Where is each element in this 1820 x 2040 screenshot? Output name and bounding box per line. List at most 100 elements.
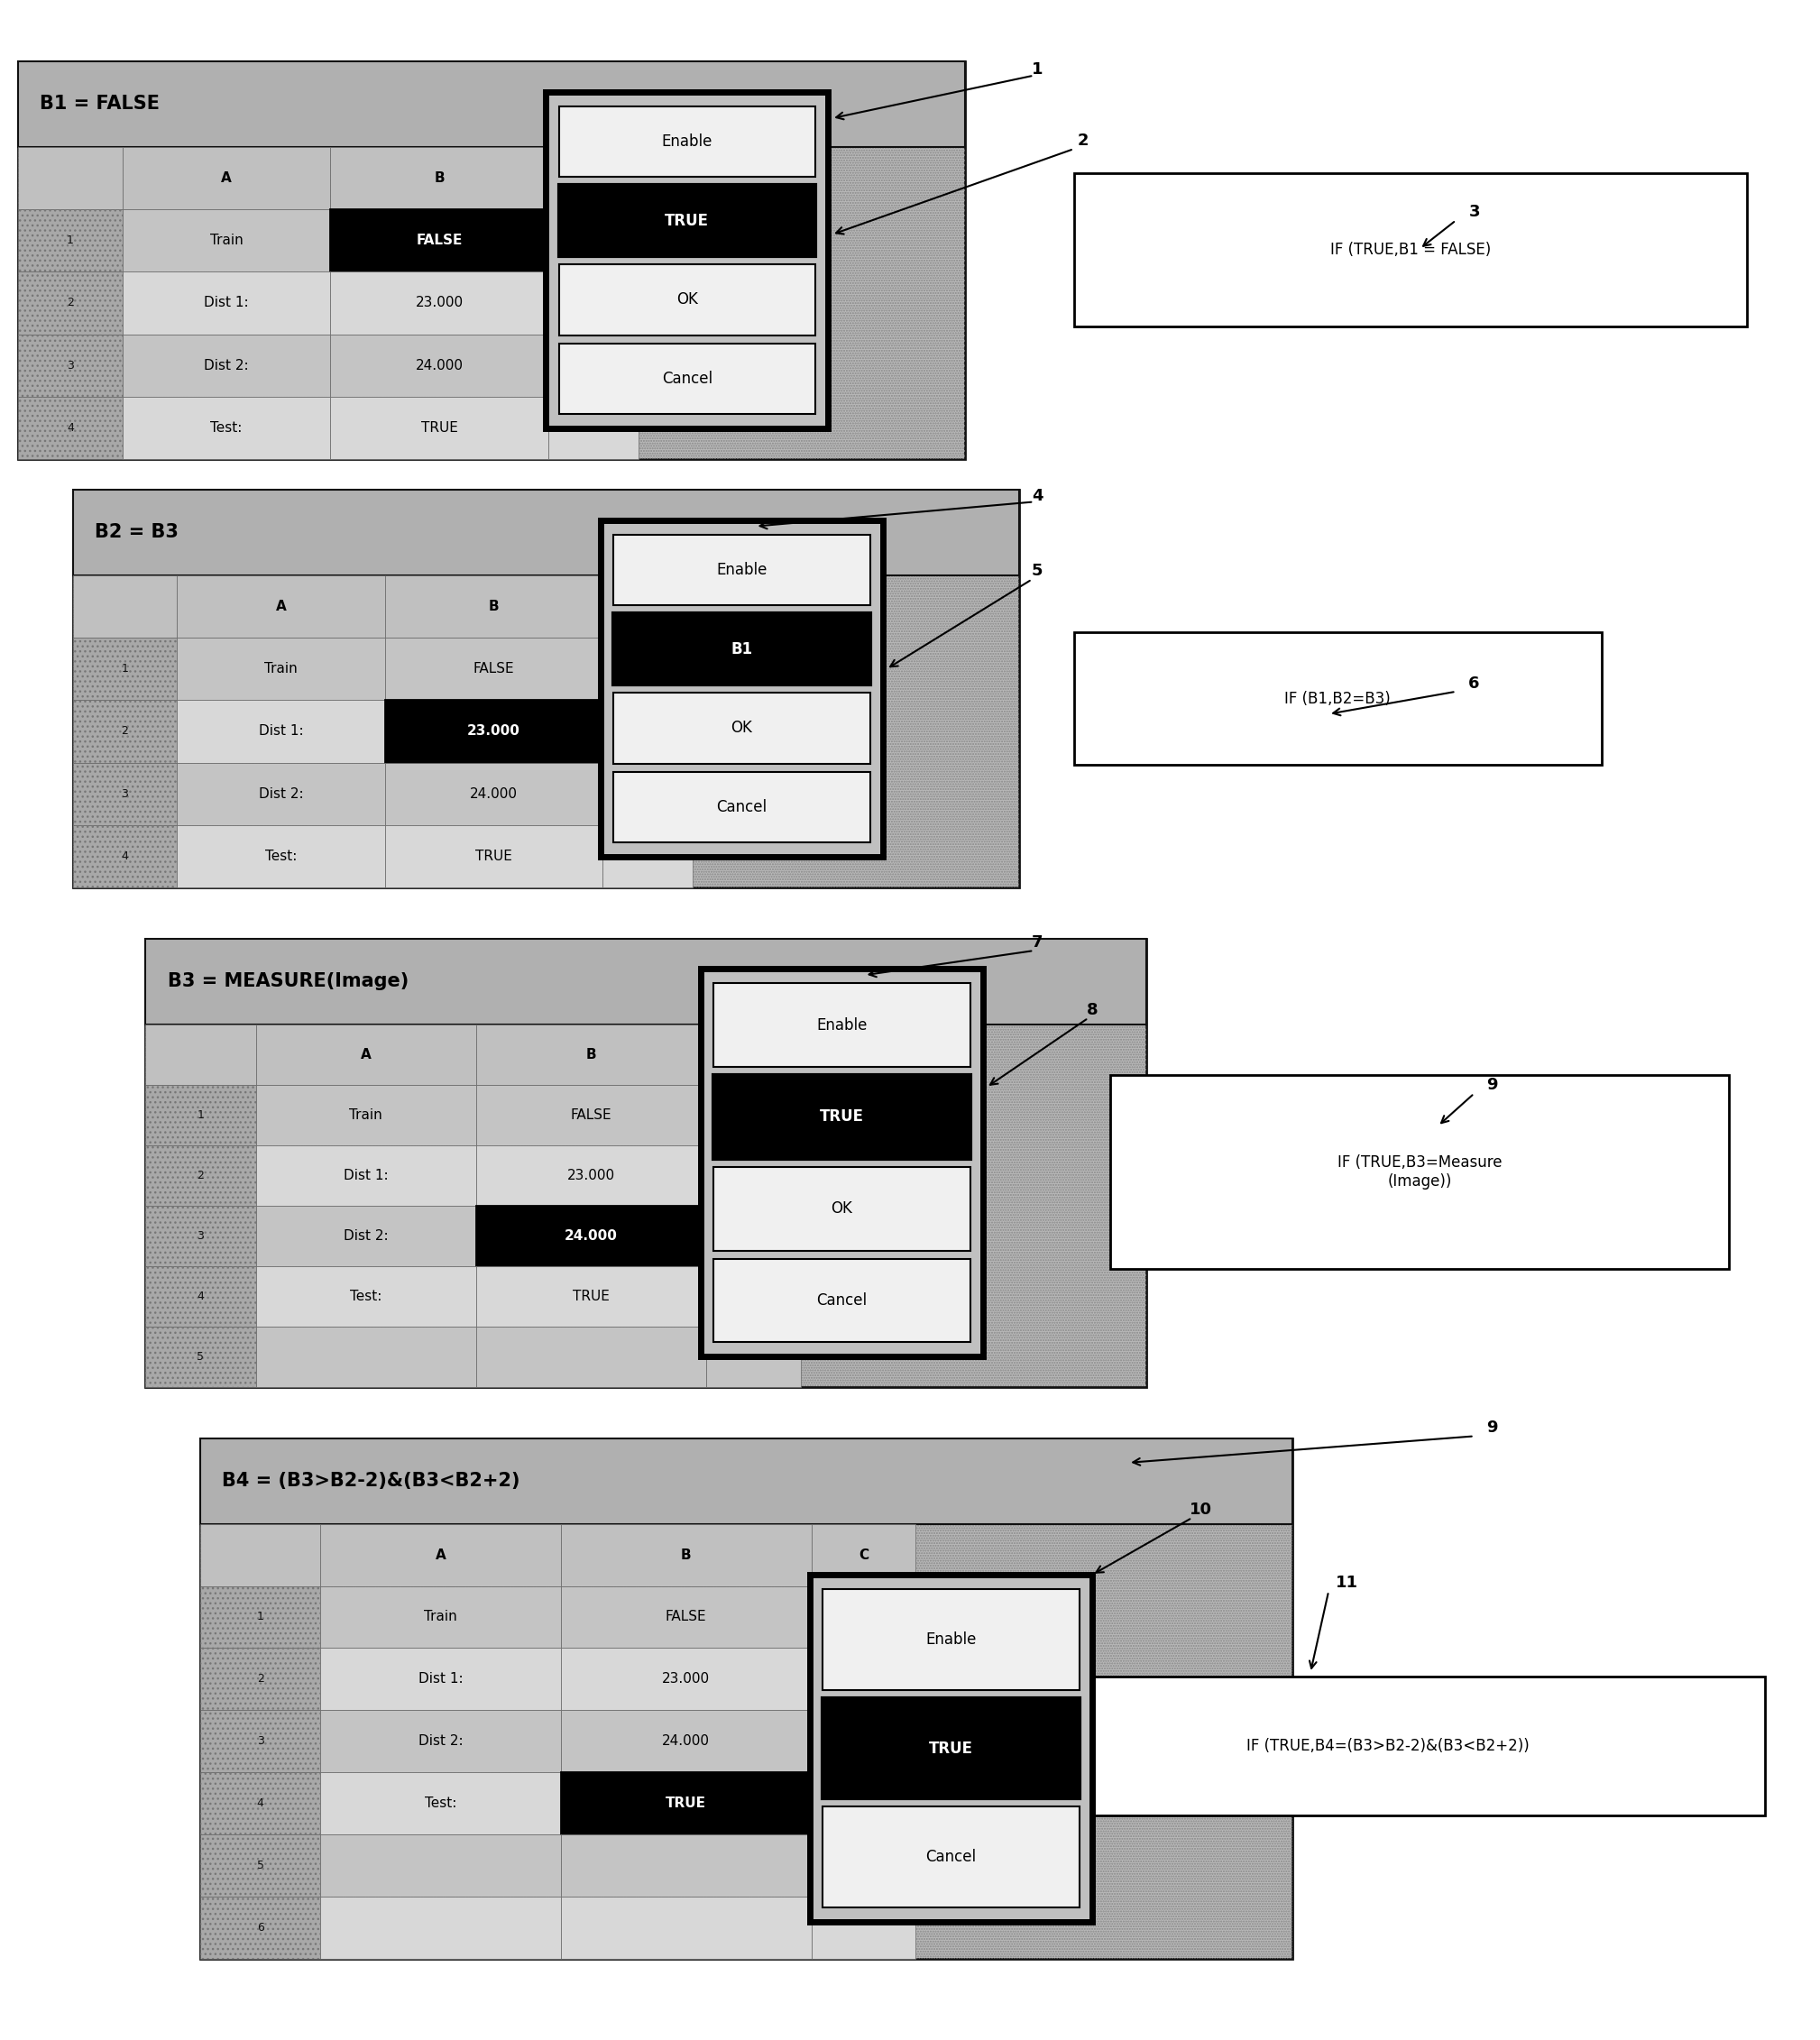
Bar [561,1773,812,1834]
Bar [561,1524,812,1585]
Bar [823,1807,1079,1907]
Bar [559,343,815,414]
Text: Dist 1:: Dist 1: [419,1673,462,1685]
Bar [331,147,548,210]
Bar [18,210,122,271]
Bar [812,1897,915,1958]
Text: FALSE: FALSE [666,1610,706,1624]
Bar [548,147,639,210]
Bar [561,1897,812,1958]
Text: TRUE: TRUE [664,212,710,228]
Bar [331,271,548,335]
Text: B1: B1 [732,641,752,657]
Bar [73,824,177,887]
Bar [18,335,122,396]
Text: 23.000: 23.000 [415,296,464,310]
Text: IF (B1,B2=B3): IF (B1,B2=B3) [1285,692,1390,706]
Bar [548,396,639,459]
Text: Test:: Test: [424,1797,457,1809]
Text: 9: 9 [1487,1077,1498,1093]
Bar [255,1267,477,1326]
Bar [548,271,639,335]
Text: 6: 6 [257,1922,264,1934]
Bar [146,938,1147,1387]
Bar [561,1648,812,1710]
Bar [613,534,870,606]
Text: IF (TRUE,B4=(B3>B2-2)&(B3<B2+2)): IF (TRUE,B4=(B3>B2-2)&(B3<B2+2)) [1247,1738,1529,1754]
Bar [812,1524,915,1585]
Text: 7: 7 [1032,934,1043,951]
Text: 4: 4 [67,422,75,435]
Text: C: C [588,171,599,186]
Bar [200,1585,320,1648]
Text: IF (TRUE,B1 = FALSE): IF (TRUE,B1 = FALSE) [1330,243,1491,257]
Bar [255,1024,477,1085]
Text: 2: 2 [197,1169,204,1181]
Bar [706,1206,801,1267]
Text: Dist 1:: Dist 1: [258,724,304,738]
Bar [713,1259,970,1342]
Bar [559,263,815,335]
Bar [200,1648,320,1710]
Bar [146,1206,255,1267]
Text: 5: 5 [1032,563,1043,579]
Bar [18,61,965,459]
Bar [73,490,1019,887]
Text: 6: 6 [1469,675,1480,692]
Bar [477,1206,706,1267]
Bar [812,1773,915,1834]
Text: Cancel: Cancel [717,800,766,816]
Bar [1110,1075,1729,1269]
Bar [706,1267,801,1326]
Text: TRUE: TRUE [420,420,459,435]
Bar [200,1897,320,1958]
Bar [613,771,870,843]
Text: 3: 3 [1469,204,1480,220]
Text: 24.000: 24.000 [662,1734,710,1748]
Bar [122,210,331,271]
Text: 3: 3 [122,787,129,800]
Bar [613,692,870,763]
Bar [561,1710,812,1773]
Text: 4: 4 [197,1291,204,1302]
Bar [701,969,983,1357]
Text: IF (TRUE,B3=Measure
(Image)): IF (TRUE,B3=Measure (Image)) [1338,1155,1502,1189]
Bar [18,396,122,459]
Text: Dist 2:: Dist 2: [344,1230,388,1242]
Bar [546,92,828,428]
Text: FALSE: FALSE [570,1108,612,1122]
Text: 3: 3 [67,359,75,371]
Bar [200,1648,320,1710]
Bar [706,1024,801,1085]
Text: C: C [748,1049,759,1061]
Text: TRUE: TRUE [928,1740,974,1756]
Text: Dist 1:: Dist 1: [344,1169,388,1181]
Bar [559,186,815,255]
Text: 4: 4 [122,851,129,863]
Text: Enable: Enable [817,1018,866,1032]
Bar [18,210,122,271]
Text: Enable: Enable [662,133,712,149]
Bar [602,639,693,700]
Bar [18,271,122,335]
Bar [146,1144,255,1206]
Bar [386,575,602,639]
Bar [812,1648,915,1710]
Bar [255,1326,477,1387]
Bar [706,1144,801,1206]
Text: B: B [435,171,444,186]
Bar [477,1144,706,1206]
Bar [122,147,331,210]
Bar [823,1589,1079,1689]
Bar [73,700,177,763]
Text: C: C [642,600,653,614]
Bar [255,1144,477,1206]
Bar [713,983,970,1067]
Bar [477,1024,706,1085]
Bar [200,1585,320,1648]
Bar [320,1648,561,1710]
Bar [255,1206,477,1267]
Text: 2: 2 [1077,133,1088,149]
Text: Train: Train [264,663,298,675]
Bar [200,1834,320,1897]
